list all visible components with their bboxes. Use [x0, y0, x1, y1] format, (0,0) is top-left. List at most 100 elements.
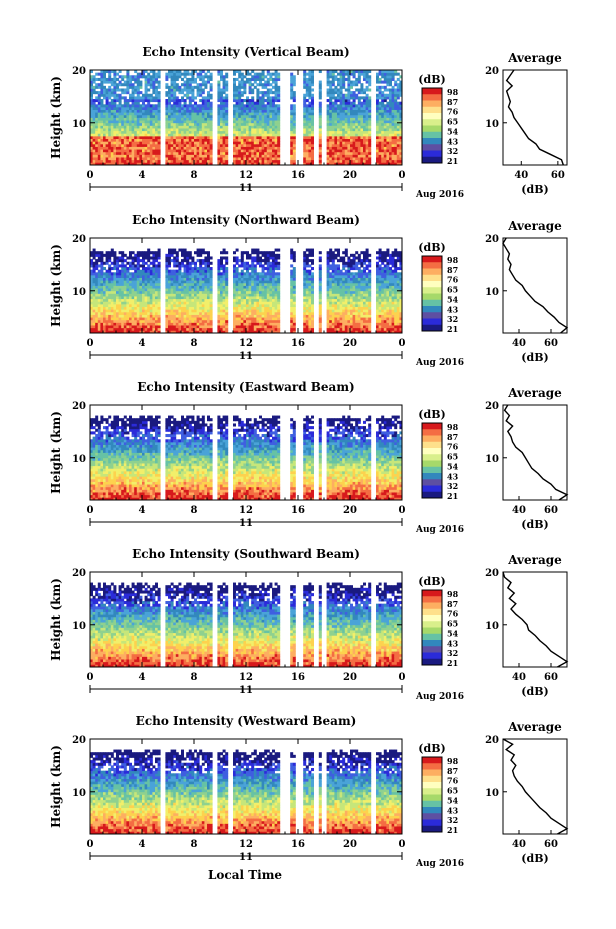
heatmap-cell	[139, 130, 143, 134]
heatmap-cell	[240, 83, 244, 87]
heatmap-cell	[144, 112, 148, 116]
heatmap-cell	[389, 157, 392, 161]
heatmap-cell	[170, 135, 174, 140]
heatmap-cell	[352, 133, 356, 137]
heatmap-cell	[147, 301, 151, 305]
heatmap-cell	[235, 120, 239, 124]
heatmap-cell	[225, 151, 229, 155]
heatmap-cell	[222, 274, 226, 278]
heatmap-cell	[196, 280, 200, 284]
heatmap-cell	[347, 159, 351, 163]
heatmap-cell	[207, 330, 210, 334]
heatmap-cell	[235, 322, 239, 326]
heatmap-cell	[290, 112, 294, 116]
heatmap-cell	[360, 128, 364, 132]
heatmap-cell	[246, 282, 249, 286]
heatmap-cell	[121, 130, 125, 134]
heatmap-cell	[170, 85, 174, 89]
heatmap-cell	[217, 269, 221, 273]
heatmap-cell	[92, 285, 96, 289]
heatmap-cell	[389, 104, 392, 108]
heatmap-cell	[199, 251, 203, 255]
heatmap-cell	[165, 261, 169, 265]
heatmap-cell	[155, 114, 158, 118]
heatmap-cell	[131, 101, 135, 105]
heatmap-cell	[95, 285, 99, 289]
heatmap-cell	[110, 248, 114, 252]
heatmap-cell	[191, 282, 195, 286]
heatmap-cell	[243, 306, 247, 310]
heatmap-cell	[165, 99, 169, 103]
heatmap-cell	[168, 112, 171, 116]
heatmap-cell	[136, 293, 140, 297]
heatmap-cell	[92, 314, 96, 318]
heatmap-cell	[305, 93, 309, 97]
heatmap-cell	[383, 122, 387, 126]
heatmap-cell	[303, 80, 307, 84]
heatmap-cell	[155, 296, 158, 300]
heatmap-cell	[196, 325, 200, 329]
heatmap-cell	[199, 259, 203, 263]
heatmap-cell	[225, 330, 229, 334]
heatmap-cell	[149, 288, 153, 292]
heatmap-cell	[365, 88, 369, 92]
heatmap-cell	[217, 151, 221, 155]
heatmap-cell	[243, 106, 247, 110]
heatmap-cell	[155, 322, 158, 326]
heatmap-cell	[168, 325, 171, 329]
heatmap-cell	[347, 149, 351, 153]
heatmap-cell	[311, 138, 314, 142]
heatmap-cell	[350, 130, 353, 134]
heatmap-cell	[196, 149, 200, 153]
heatmap-cell	[225, 272, 229, 276]
heatmap-cell	[235, 298, 239, 302]
heatmap-cell	[209, 109, 213, 113]
heatmap-cell	[103, 301, 106, 305]
heatmap-cell	[266, 77, 270, 81]
heatmap-cell	[126, 317, 130, 321]
heatmap-cell	[376, 101, 379, 105]
heatmap-cell	[360, 154, 364, 158]
heatmap-cell	[365, 106, 369, 110]
heatmap-cell	[376, 117, 379, 121]
heatmap-cell	[339, 109, 343, 113]
heatmap-cell	[386, 143, 390, 147]
heatmap-cell	[165, 157, 169, 161]
heatmap-cell	[222, 319, 226, 323]
heatmap-cell	[92, 112, 96, 116]
heatmap-cell	[142, 122, 145, 126]
heatmap-cell	[95, 272, 99, 276]
heatmap-cell	[339, 162, 343, 166]
heatmap-cell	[222, 317, 226, 321]
heatmap-cell	[147, 80, 151, 84]
heatmap-cell	[363, 157, 366, 161]
heatmap-cell	[253, 109, 257, 113]
heatmap-cell	[378, 128, 382, 132]
heatmap-cell	[142, 288, 145, 292]
heatmap-cell	[139, 109, 143, 113]
heatmap-cell	[220, 322, 223, 326]
heatmap-cell	[243, 277, 247, 281]
heatmap-cell	[129, 330, 132, 334]
heatmap-cell	[339, 149, 343, 153]
heatmap-cell	[246, 109, 249, 113]
heatmap-cell	[368, 149, 372, 153]
heatmap-cell	[305, 130, 309, 134]
heatmap-cell	[305, 159, 309, 163]
heatmap-cell	[272, 128, 275, 132]
heatmap-cell	[347, 133, 351, 137]
heatmap-cell	[381, 117, 385, 121]
heatmap-cell	[181, 133, 184, 137]
heatmap-cell	[90, 293, 93, 297]
heatmap-cell	[116, 106, 119, 110]
heatmap-cell	[264, 143, 268, 147]
heatmap-cell	[269, 112, 273, 116]
heatmap-cell	[220, 77, 223, 81]
heatmap-cell	[222, 290, 226, 294]
heatmap-cell	[142, 261, 145, 265]
heatmap-cell	[134, 298, 138, 302]
heatmap-cell	[389, 72, 392, 76]
heatmap-cell	[355, 80, 359, 84]
heatmap-cell	[126, 162, 130, 166]
heatmap-cell	[113, 135, 117, 140]
